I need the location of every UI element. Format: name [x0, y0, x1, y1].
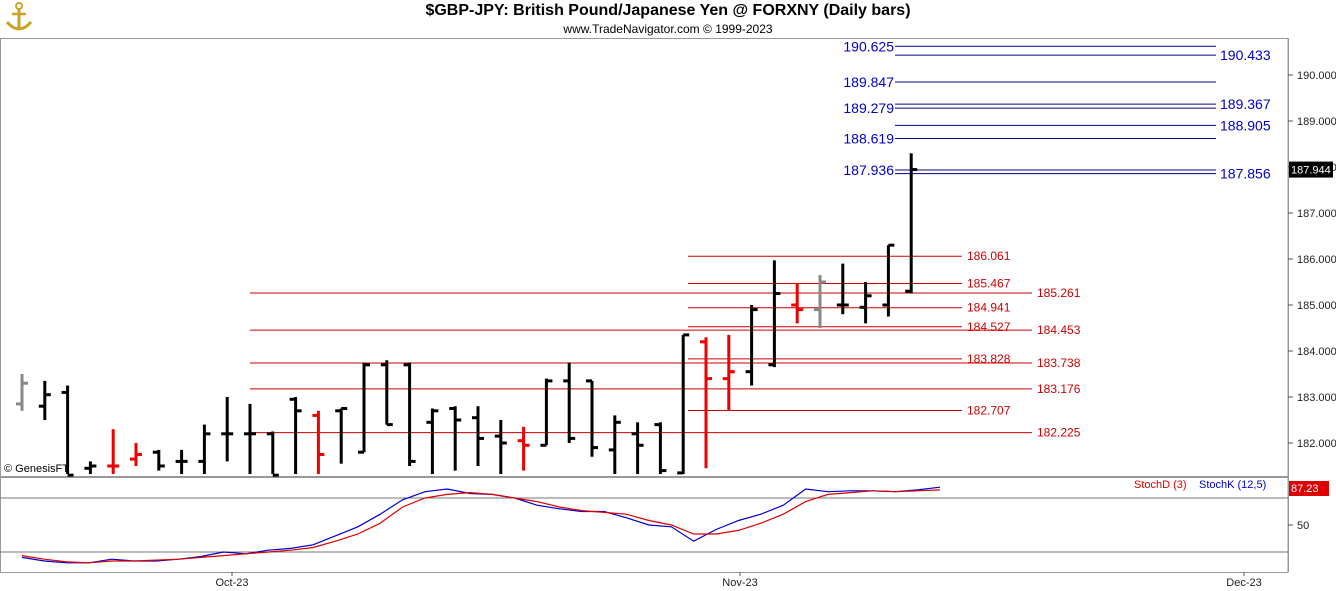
ohlc-bar	[677, 333, 690, 475]
ohlc-bar	[198, 424, 211, 474]
ohlc-bar	[563, 362, 576, 443]
chart-header: $GBP-JPY: British Pound/Japanese Yen @ F…	[0, 0, 1336, 38]
support-label: 183.738	[1037, 356, 1081, 370]
ohlc-bar	[768, 260, 781, 368]
last-price-badge	[1289, 161, 1333, 178]
projection-label: 189.279	[843, 100, 894, 116]
ohlc-bar	[540, 378, 553, 447]
ohlc-bar	[107, 429, 120, 474]
ohlc-bar	[472, 406, 484, 466]
y-tick-label: 186.000	[1297, 254, 1336, 266]
projection-label: 190.433	[1220, 47, 1271, 63]
y-tick-label: 189.000	[1297, 116, 1336, 128]
ohlc-bar	[608, 415, 621, 474]
stochastic-y-tick-label: 50	[1297, 520, 1309, 532]
price-panel: 182.000 183.000 184.000 185.000 186.000 187.0…	[0, 38, 1336, 572]
ohlc-bar	[312, 410, 325, 474]
ohlc-bar	[426, 408, 439, 474]
support-label: 182.225	[1037, 426, 1081, 440]
y-tick-label: 183.000	[1297, 392, 1336, 404]
ohlc-bar	[631, 422, 644, 474]
stochastic-panel: 50 StochD (3) StochK (12,5) 87.23 Oct-23 Nov-…	[0, 477, 1329, 589]
ohlc-bar	[130, 443, 142, 466]
ohlc-bar	[358, 362, 370, 454]
ohlc-bar	[700, 337, 712, 469]
ohlc-bar	[152, 449, 165, 471]
ohlc-bar	[882, 243, 895, 317]
support-label: 186.061	[967, 249, 1011, 263]
ohlc-bar	[814, 275, 826, 328]
chart-subtitle: www.TradeNavigator.com © 1999-2023	[563, 22, 773, 36]
ohlc-bar	[517, 426, 530, 471]
support-label: 183.828	[967, 352, 1011, 366]
ohlc-bar	[289, 397, 302, 474]
projection-label: 188.905	[1220, 117, 1271, 133]
price-frame	[0, 38, 1289, 477]
ohlc-bar	[836, 263, 849, 315]
ohlc-bar	[722, 334, 735, 411]
ohlc-bar	[244, 403, 256, 474]
y-tick-label: 187.000	[1297, 208, 1336, 220]
ohlc-bar	[745, 305, 758, 386]
legend-stoch-d: StochD (3)	[1134, 479, 1187, 491]
y-tick-label: 190.000	[1297, 70, 1336, 82]
stochastic-value-label: 87.23	[1291, 483, 1319, 495]
y-tick-label: 182.000	[1297, 438, 1336, 450]
y-tick-label: 185.000	[1297, 300, 1336, 312]
support-label: 185.467	[967, 277, 1011, 291]
ohlc-bar	[791, 283, 804, 324]
support-label: 184.453	[1037, 323, 1081, 337]
ohlc-bar	[38, 380, 51, 420]
ohlc-bar	[380, 360, 393, 427]
support-label: 182.707	[967, 403, 1011, 417]
ohlc-bar	[494, 420, 507, 474]
stochastic-value-badge	[1289, 481, 1329, 496]
projection-label: 188.619	[843, 131, 894, 147]
ohlc-bar	[84, 461, 97, 474]
y-tick-label: 184.000	[1297, 346, 1336, 358]
x-tick-label: Oct-23	[215, 577, 248, 589]
ohlc-bar	[449, 406, 462, 471]
watermark: © GenesisFT	[4, 463, 69, 475]
ohlc-bar	[221, 397, 234, 462]
ohlc-bar	[586, 379, 598, 457]
projection-label: 189.367	[1220, 96, 1271, 112]
stoch-d-line	[21, 489, 941, 564]
projection-label: 187.856	[1220, 166, 1271, 182]
ohlc-bar	[61, 385, 74, 477]
last-price-label: 187.944	[1291, 165, 1331, 177]
projection-label: 187.936	[843, 162, 894, 178]
projection-label: 189.847	[843, 74, 894, 90]
ohlc-bar	[266, 431, 279, 477]
support-label: 184.941	[967, 301, 1011, 315]
ohlc-bar	[16, 374, 28, 411]
ohlc-bar	[335, 407, 348, 464]
projection-label: 190.625	[843, 38, 894, 54]
chart-title: $GBP-JPY: British Pound/Japanese Yen @ F…	[425, 2, 911, 19]
support-label: 185.261	[1037, 286, 1081, 300]
ohlc-bar	[859, 282, 872, 324]
ohlc-bar	[175, 449, 188, 474]
anchor-logo-icon	[4, 2, 34, 39]
ohlc-bar	[654, 422, 667, 474]
support-label: 184.527	[967, 320, 1011, 334]
x-tick-label: Nov-23	[722, 577, 757, 589]
legend-stoch-k: StochK (12,5)	[1199, 479, 1266, 491]
x-tick-label: Dec-23	[1226, 577, 1261, 589]
ohlc-bar	[403, 362, 416, 466]
ohlc-bar	[905, 153, 918, 294]
support-label: 183.176	[1037, 382, 1081, 396]
